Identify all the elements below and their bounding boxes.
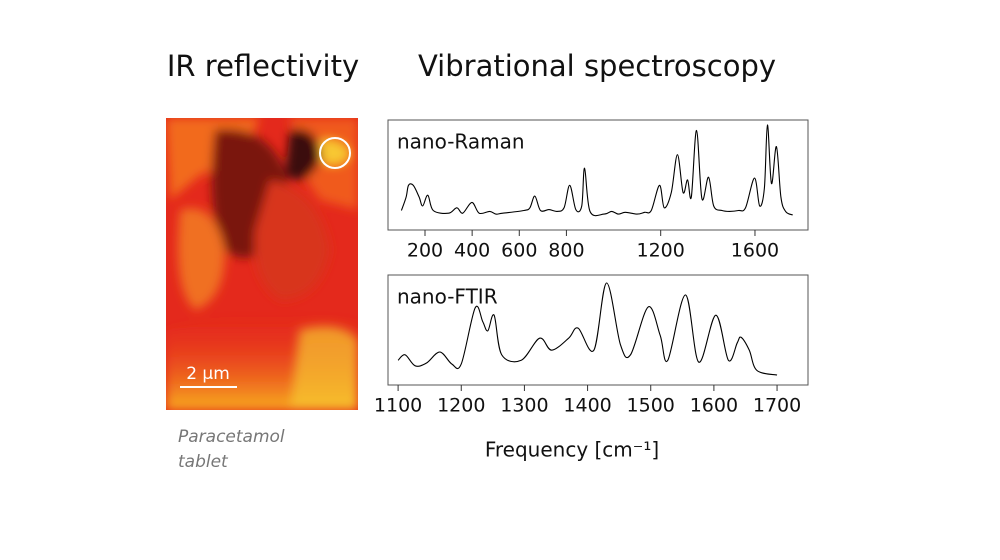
spectrum-line [397,282,778,376]
x-tick-label: 800 [548,240,584,262]
x-tick-label: 1500 [627,395,675,417]
plot-frame [387,274,809,386]
x-tick-label: 400 [454,240,490,262]
x-tick-label: 1600 [731,240,779,262]
plot-frame [387,119,809,231]
x-tick-label: 1600 [690,395,738,417]
x-tick-label: 600 [501,240,537,262]
region-marker [319,137,351,169]
spectra-heading: Vibrational spectroscopy [418,49,776,83]
spectrum-line [400,124,793,217]
x-tick-label: 1200 [437,395,485,417]
caption: tablet [178,452,229,472]
scale-bar-label: 2 µm [186,364,230,384]
x-tick-label: 1100 [374,395,422,417]
map-heading: IR reflectivity [167,49,359,83]
x-axis-label: Frequency [cm⁻¹] [485,438,659,462]
x-tick-label: 200 [407,240,443,262]
x-tick-label: 1400 [563,395,611,417]
chart-label: nano-Raman [397,130,525,154]
x-tick-label: 1200 [637,240,685,262]
x-tick-label: 1300 [500,395,548,417]
x-tick-label: 1700 [753,395,801,417]
reflectivity-map [166,118,358,410]
chart-label: nano-FTIR [397,285,498,309]
caption: Paracetamol [178,427,285,447]
